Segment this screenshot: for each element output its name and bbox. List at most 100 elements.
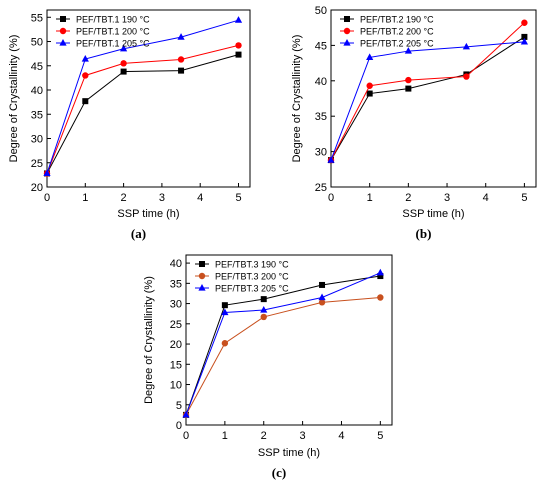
data-point-square bbox=[366, 90, 373, 97]
data-point-circle bbox=[343, 27, 351, 35]
y-tick-label: 35 bbox=[315, 111, 327, 123]
data-point-square bbox=[60, 16, 66, 22]
data-point-triangle bbox=[343, 39, 351, 46]
data-point-square bbox=[235, 51, 242, 58]
series-1 bbox=[183, 273, 384, 418]
data-point-triangle bbox=[120, 44, 128, 52]
data-point-square bbox=[319, 281, 326, 288]
y-tick-label: 10 bbox=[170, 380, 182, 392]
y-tick-label: 50 bbox=[315, 5, 327, 17]
data-point-circle bbox=[221, 340, 229, 347]
y-tick-label: 15 bbox=[170, 359, 182, 371]
series-line bbox=[46, 54, 239, 174]
y-tick-label: 35 bbox=[170, 278, 182, 290]
y-tick-label: 0 bbox=[176, 420, 182, 432]
data-point-triangle bbox=[177, 33, 185, 40]
data-point-circle bbox=[82, 72, 89, 79]
x-tick-label: 5 bbox=[377, 430, 383, 442]
y-axis-title: Degree of Crystallinity (%) bbox=[143, 276, 155, 404]
legend-entry-label: PEF/TBT.1 190 °C bbox=[76, 15, 150, 25]
x-tick-label: 0 bbox=[328, 192, 334, 204]
series-1 bbox=[44, 51, 242, 177]
y-tick-label: 20 bbox=[170, 339, 182, 351]
data-point-square bbox=[221, 302, 228, 309]
legend-entry-label: PEF/TBT.2 190 °C bbox=[360, 15, 434, 25]
x-tick-label: 5 bbox=[521, 192, 527, 204]
legend-entry-label: PEF/TBT.1 200 °C bbox=[76, 27, 150, 37]
data-point-circle bbox=[405, 76, 412, 84]
data-point-triangle bbox=[520, 37, 528, 45]
y-tick-label: 30 bbox=[170, 299, 182, 311]
x-tick-label: 4 bbox=[338, 430, 344, 442]
legend-entry-label: PEF/TBT.1 205 °C bbox=[76, 39, 150, 49]
series-line bbox=[46, 44, 239, 174]
y-tick-label: 5 bbox=[176, 400, 182, 412]
panel-label: (c) bbox=[272, 465, 286, 480]
data-point-triangle bbox=[234, 16, 243, 23]
series-line bbox=[330, 36, 525, 161]
x-tick-label: 4 bbox=[197, 192, 203, 204]
series-2 bbox=[182, 294, 384, 419]
y-tick-label: 25 bbox=[170, 319, 182, 331]
data-point-triangle bbox=[43, 169, 51, 177]
series-3 bbox=[43, 16, 243, 177]
x-tick-label: 0 bbox=[44, 192, 50, 204]
x-tick-label: 1 bbox=[222, 430, 228, 442]
x-tick-label: 1 bbox=[82, 192, 88, 204]
legend-entry-label: PEF/TBT.3 205 °C bbox=[215, 284, 289, 294]
x-tick-label: 1 bbox=[367, 192, 373, 204]
data-point-square bbox=[199, 261, 205, 267]
panel-label: (a) bbox=[131, 226, 146, 241]
x-axis-title: SSP time (h) bbox=[258, 447, 320, 459]
x-tick-label: 5 bbox=[235, 192, 241, 204]
x-axis-title: SSP time (h) bbox=[117, 208, 179, 220]
data-point-circle bbox=[235, 42, 242, 49]
legend: PEF/TBT.1 190 °C PEF/TBT.1 200 °C PEF/TBT.… bbox=[56, 15, 150, 49]
y-tick-label: 30 bbox=[31, 134, 43, 146]
panel-label: (b) bbox=[416, 226, 432, 241]
series-line bbox=[185, 297, 381, 416]
series-line bbox=[185, 275, 381, 416]
data-point-circle bbox=[377, 294, 384, 301]
legend-entry-label: PEF/TBT.2 200 °C bbox=[360, 27, 434, 37]
x-axis-title: SSP time (h) bbox=[402, 208, 464, 220]
y-tick-label: 40 bbox=[315, 76, 327, 88]
plot-frame bbox=[46, 9, 251, 188]
data-point-triangle bbox=[198, 284, 206, 291]
y-tick-label: 25 bbox=[315, 182, 327, 194]
data-point-square bbox=[178, 67, 185, 74]
y-tick-label: 40 bbox=[31, 85, 43, 97]
data-point-triangle bbox=[404, 47, 412, 54]
legend-entry-label: PEF/TBT.2 205 °C bbox=[360, 39, 434, 49]
y-tick-label: 45 bbox=[315, 40, 327, 52]
data-point-square bbox=[377, 273, 384, 280]
data-point-square bbox=[82, 98, 89, 105]
data-point-square bbox=[260, 296, 267, 303]
data-point-triangle bbox=[221, 308, 229, 316]
chart-panel-3: 0 1 2 3 4 5 0 5 10 15 20 25 30 35 40 SSP time (h) Degree… bbox=[143, 254, 393, 480]
x-tick-label: 2 bbox=[405, 192, 411, 204]
data-point-circle bbox=[177, 56, 185, 63]
data-point-triangle bbox=[260, 306, 268, 313]
legend-entry-label: PEF/TBT.3 200 °C bbox=[215, 272, 289, 282]
data-point-square bbox=[405, 85, 412, 92]
data-point-triangle bbox=[376, 268, 384, 276]
data-point-triangle bbox=[59, 39, 67, 46]
data-point-triangle bbox=[327, 156, 335, 163]
series-1 bbox=[328, 33, 528, 164]
data-point-triangle bbox=[462, 42, 470, 50]
y-axis-title: Degree of Crystallinity (%) bbox=[291, 35, 303, 163]
data-point-circle bbox=[521, 19, 528, 26]
data-point-triangle bbox=[318, 293, 326, 301]
x-tick-label: 3 bbox=[300, 430, 306, 442]
x-tick-label: 2 bbox=[121, 192, 127, 204]
data-point-square bbox=[344, 16, 350, 22]
data-point-square bbox=[120, 68, 127, 75]
plot-frame bbox=[330, 9, 537, 188]
legend-entry-label: PEF/TBT.3 190 °C bbox=[215, 260, 289, 270]
data-point-circle bbox=[120, 60, 127, 67]
data-point-circle bbox=[59, 27, 67, 35]
x-tick-label: 3 bbox=[444, 192, 450, 204]
